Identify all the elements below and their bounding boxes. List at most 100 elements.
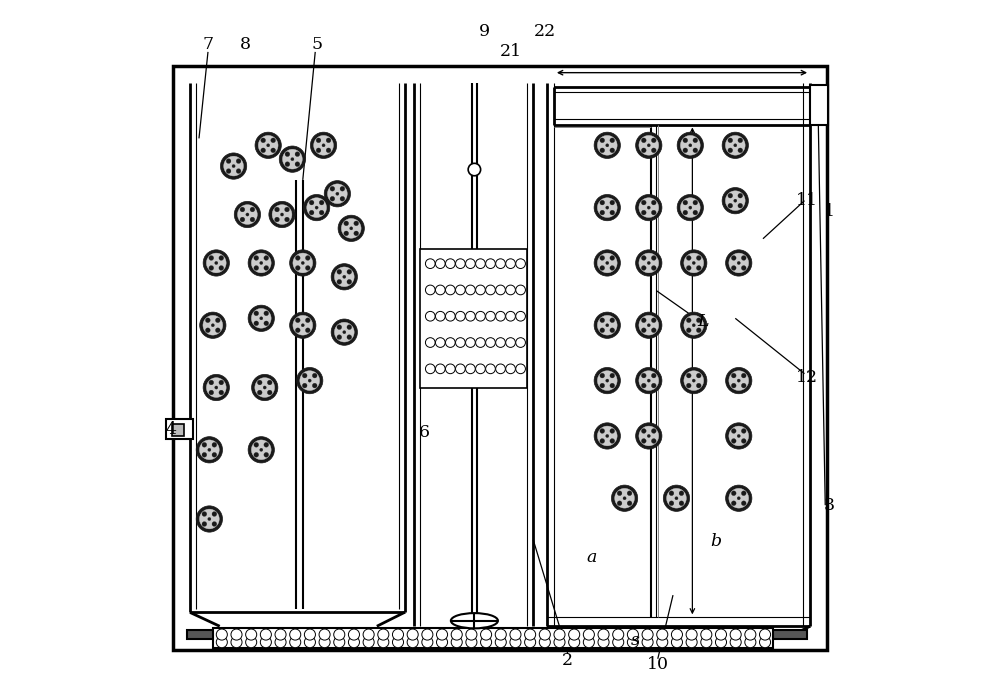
Circle shape — [363, 637, 374, 648]
Text: 1: 1 — [824, 203, 835, 219]
Circle shape — [251, 440, 271, 459]
Circle shape — [334, 322, 354, 342]
Circle shape — [309, 210, 314, 215]
Circle shape — [600, 383, 605, 388]
Circle shape — [446, 364, 455, 374]
Circle shape — [219, 390, 224, 395]
Circle shape — [731, 501, 736, 506]
Circle shape — [594, 194, 620, 221]
Circle shape — [236, 169, 241, 174]
Circle shape — [486, 259, 495, 268]
Circle shape — [506, 259, 515, 268]
Circle shape — [496, 285, 505, 295]
Circle shape — [425, 285, 435, 295]
Circle shape — [737, 497, 740, 500]
Circle shape — [667, 489, 686, 508]
Circle shape — [212, 522, 217, 527]
Circle shape — [231, 637, 242, 648]
Circle shape — [636, 312, 662, 338]
Circle shape — [684, 253, 704, 273]
Circle shape — [305, 255, 310, 260]
Text: 5: 5 — [311, 37, 322, 53]
Circle shape — [760, 637, 771, 648]
Circle shape — [466, 637, 477, 648]
Circle shape — [363, 629, 374, 640]
Circle shape — [205, 318, 210, 322]
Circle shape — [539, 637, 550, 648]
Circle shape — [328, 184, 347, 203]
Circle shape — [701, 629, 712, 640]
Circle shape — [437, 637, 448, 648]
Circle shape — [679, 491, 684, 495]
Circle shape — [354, 231, 359, 236]
Circle shape — [594, 250, 620, 276]
Circle shape — [466, 311, 475, 321]
Circle shape — [466, 629, 477, 640]
Circle shape — [642, 629, 653, 640]
Circle shape — [741, 491, 746, 495]
Circle shape — [255, 378, 275, 397]
Circle shape — [206, 378, 226, 397]
Circle shape — [681, 312, 707, 338]
Circle shape — [250, 217, 255, 222]
Circle shape — [641, 138, 646, 143]
Circle shape — [651, 255, 656, 260]
Circle shape — [264, 266, 269, 271]
Circle shape — [196, 437, 223, 463]
Circle shape — [263, 386, 266, 389]
Circle shape — [435, 311, 445, 321]
Circle shape — [307, 198, 326, 217]
Circle shape — [741, 439, 746, 444]
Circle shape — [254, 255, 259, 260]
Circle shape — [267, 380, 272, 385]
Circle shape — [692, 262, 695, 264]
Circle shape — [285, 152, 290, 156]
Circle shape — [715, 629, 727, 640]
Circle shape — [312, 383, 317, 388]
Circle shape — [310, 132, 337, 158]
Circle shape — [291, 158, 294, 161]
Circle shape — [300, 371, 320, 390]
Circle shape — [606, 435, 609, 437]
Circle shape — [338, 215, 364, 242]
Circle shape — [425, 364, 435, 374]
Circle shape — [347, 269, 352, 274]
Circle shape — [348, 637, 359, 648]
Circle shape — [301, 262, 304, 264]
Text: 22: 22 — [534, 23, 556, 39]
Circle shape — [231, 629, 242, 640]
Circle shape — [681, 250, 707, 276]
Circle shape — [641, 255, 646, 260]
Circle shape — [745, 629, 756, 640]
Circle shape — [326, 138, 331, 143]
Circle shape — [677, 132, 703, 158]
Circle shape — [295, 255, 300, 260]
Circle shape — [610, 383, 615, 388]
Text: 7: 7 — [202, 37, 214, 53]
Bar — [187, 630, 251, 639]
Circle shape — [726, 423, 752, 449]
Bar — [751, 630, 807, 639]
Circle shape — [267, 144, 270, 147]
Circle shape — [680, 136, 700, 155]
Circle shape — [726, 485, 752, 511]
Circle shape — [304, 637, 315, 648]
Circle shape — [583, 629, 594, 640]
Circle shape — [651, 328, 656, 333]
Circle shape — [319, 629, 330, 640]
Circle shape — [641, 266, 646, 271]
Circle shape — [610, 328, 615, 333]
Circle shape — [669, 491, 674, 495]
Circle shape — [216, 637, 227, 648]
Circle shape — [451, 629, 462, 640]
Circle shape — [686, 266, 691, 271]
Circle shape — [728, 203, 733, 208]
Circle shape — [319, 637, 330, 648]
Circle shape — [240, 207, 245, 212]
Circle shape — [456, 338, 465, 347]
Circle shape — [741, 373, 746, 378]
Circle shape — [302, 373, 307, 378]
Circle shape — [636, 132, 662, 158]
Circle shape — [610, 200, 615, 205]
Circle shape — [745, 637, 756, 648]
